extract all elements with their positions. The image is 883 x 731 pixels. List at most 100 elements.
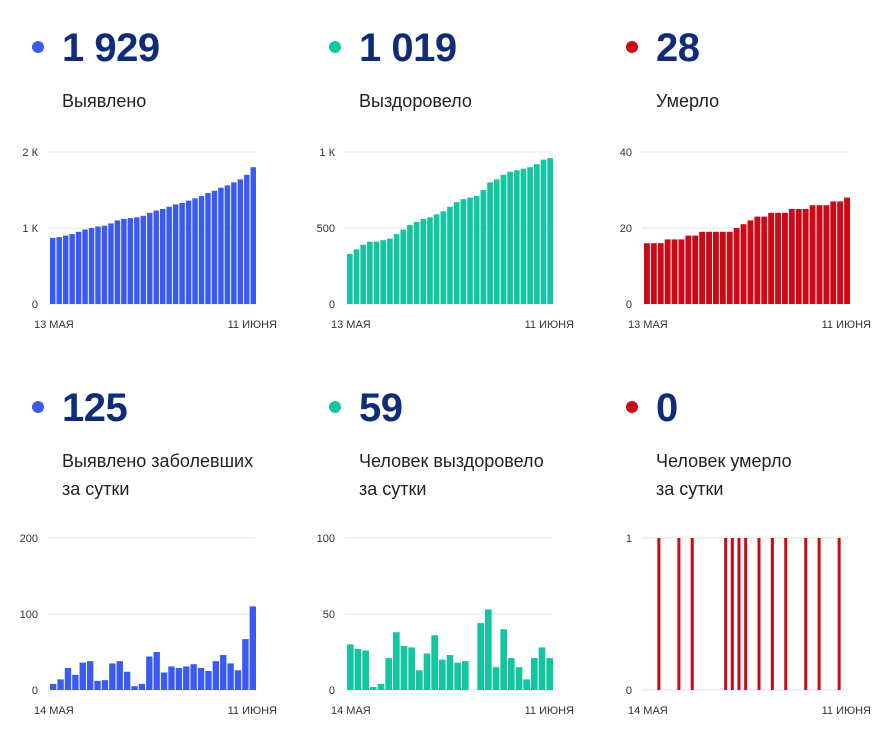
bar — [205, 671, 212, 690]
bar — [713, 231, 719, 304]
stat-panel-3: 125 Выявлено заболевших за сутки 0 100 200 14 … — [0, 360, 280, 720]
bar-chart: 0 100 200 14 МАЯ 11 ИЮНЯ — [20, 533, 277, 717]
bar — [211, 190, 218, 304]
bar — [427, 217, 433, 304]
bar — [816, 205, 823, 304]
bar — [782, 212, 788, 304]
bar — [250, 167, 256, 304]
stat-label: Выявлено заболевших — [62, 451, 254, 471]
bar — [775, 212, 781, 304]
bar — [354, 648, 362, 690]
bar-chart: 0 1 14 МАЯ 11 ИЮНЯ — [626, 533, 871, 717]
bar — [244, 174, 250, 304]
bar — [175, 667, 183, 690]
bar — [761, 216, 768, 304]
bar — [724, 538, 728, 690]
bar — [485, 609, 492, 690]
bar — [387, 238, 393, 304]
bar — [493, 179, 500, 304]
bar — [393, 234, 400, 304]
stat-value: 59 — [359, 386, 403, 430]
bar — [123, 671, 131, 690]
bar — [146, 656, 153, 690]
stat-value: 28 — [656, 26, 700, 70]
stat-panel-4: 59 Человек выздоровело за сутки 0 50 100 14 МА… — [297, 360, 577, 720]
x-start-label: 14 МАЯ — [628, 705, 668, 717]
bar — [360, 244, 367, 304]
bar — [72, 674, 79, 690]
bar — [183, 666, 190, 690]
y-tick-label: 0 — [329, 685, 335, 697]
stat-value: 125 — [62, 386, 128, 430]
bar — [127, 218, 134, 304]
bar — [227, 663, 234, 690]
x-start-label: 13 МАЯ — [34, 319, 74, 331]
bar — [523, 679, 530, 690]
bar — [740, 224, 747, 304]
bar — [393, 632, 400, 690]
bar — [108, 223, 114, 304]
bar — [101, 680, 109, 690]
bar — [57, 679, 64, 690]
bar — [79, 662, 86, 690]
bar — [527, 167, 533, 304]
stat-label: Выявлено — [62, 91, 147, 111]
legend-dot-icon — [32, 41, 44, 53]
bar — [460, 199, 467, 304]
bar — [62, 235, 69, 304]
bar — [140, 215, 147, 304]
bar — [237, 179, 244, 304]
x-start-label: 14 МАЯ — [34, 705, 74, 717]
bar-chart: 0 50 100 14 МАЯ 11 ИЮНЯ — [317, 533, 574, 717]
bar — [159, 209, 166, 304]
bar — [540, 159, 547, 304]
x-end-label: 11 ИЮНЯ — [228, 319, 277, 331]
bar — [446, 655, 454, 690]
bar — [719, 231, 726, 304]
bar — [190, 664, 197, 690]
bar — [677, 538, 681, 690]
bar — [664, 239, 671, 304]
y-tick-label: 50 — [323, 609, 335, 621]
bar — [420, 218, 427, 304]
bar — [138, 683, 146, 690]
bar — [823, 205, 830, 304]
stat-label: за сутки — [656, 479, 724, 499]
stat-label: Выздоровело — [359, 91, 472, 111]
bar — [657, 243, 664, 304]
bar — [809, 205, 816, 304]
bar — [408, 647, 415, 690]
bar — [480, 190, 487, 304]
bar — [515, 667, 523, 690]
bar — [440, 211, 447, 304]
bar — [134, 217, 140, 304]
stat-value: 0 — [656, 386, 678, 430]
bar — [508, 658, 515, 690]
bar — [101, 225, 108, 304]
bar — [56, 237, 62, 304]
bar — [844, 197, 850, 304]
x-start-label: 13 МАЯ — [331, 319, 371, 331]
x-start-label: 14 МАЯ — [331, 705, 371, 717]
bar — [64, 667, 72, 690]
bar — [168, 666, 175, 690]
bar — [644, 243, 650, 304]
y-tick-label: 1 — [626, 533, 632, 545]
bar — [454, 662, 461, 690]
bar — [520, 168, 527, 304]
legend-dot-icon — [329, 401, 341, 413]
bar — [462, 661, 469, 690]
bar — [678, 239, 685, 304]
bar — [385, 658, 392, 690]
bar — [699, 231, 706, 304]
bar — [817, 538, 821, 690]
stat-panel-1: 1 019 Выздоровело 0 500 1 К 13 МАЯ 11 ИЮНЯ — [297, 0, 577, 360]
bar — [205, 193, 211, 304]
bar — [802, 209, 809, 304]
bar — [433, 214, 440, 304]
legend-dot-icon — [626, 401, 638, 413]
bar — [547, 158, 553, 304]
bar — [531, 658, 538, 690]
bar — [224, 185, 231, 304]
bar — [416, 670, 423, 690]
